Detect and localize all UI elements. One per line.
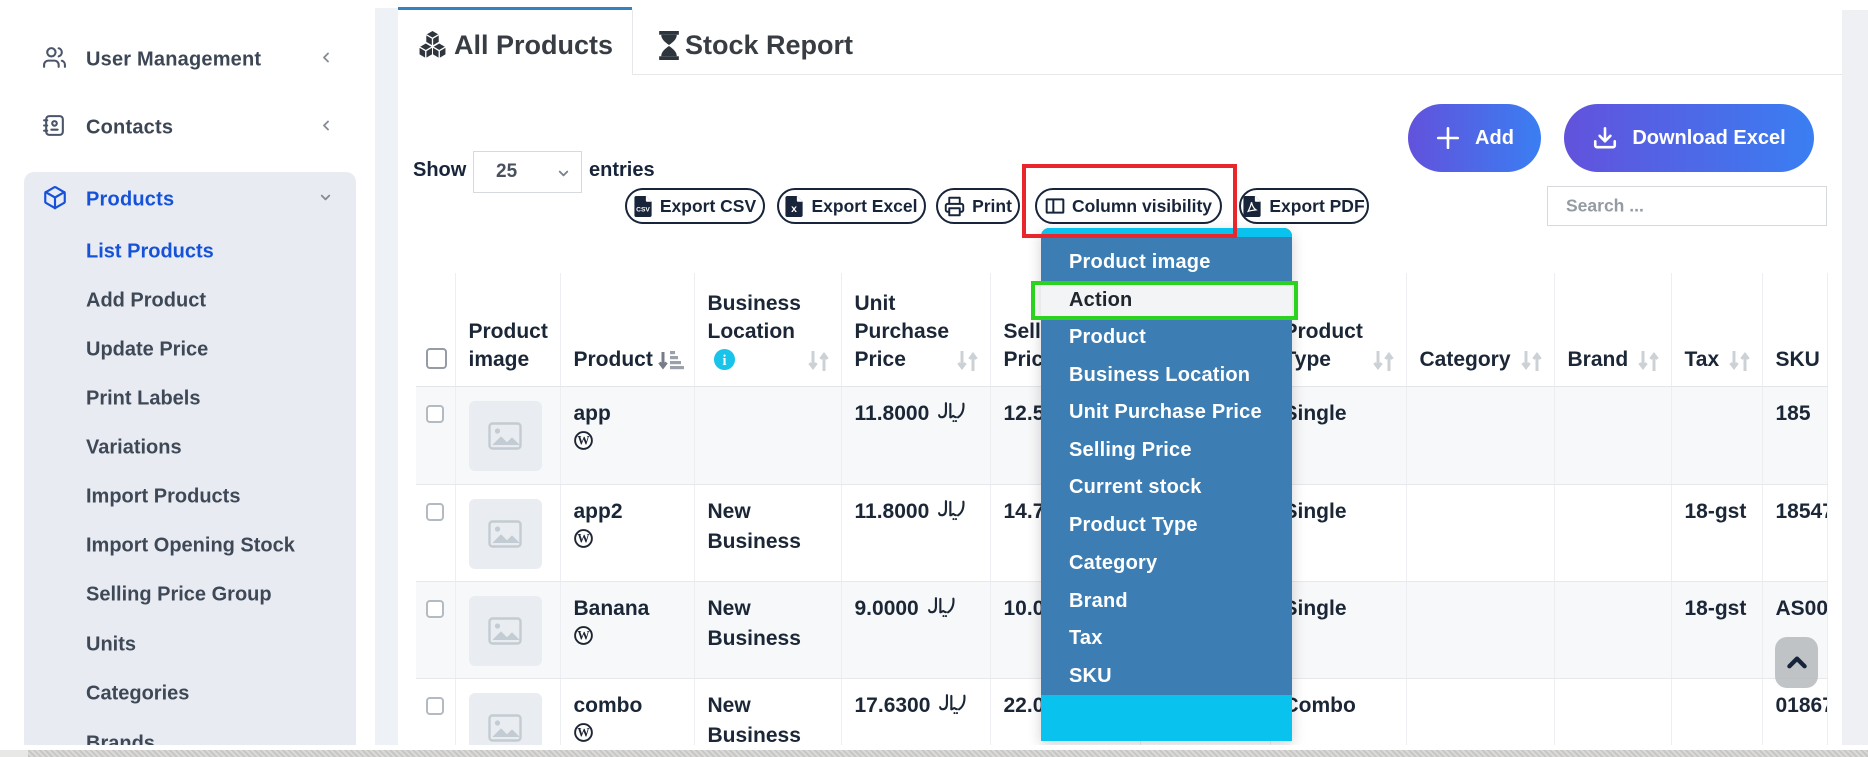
- svg-text:CSV: CSV: [636, 206, 650, 213]
- svg-text:W: W: [577, 531, 590, 545]
- svg-text:W: W: [577, 433, 590, 447]
- svg-text:x: x: [792, 203, 798, 215]
- svg-text:i: i: [722, 352, 726, 368]
- svg-text:W: W: [577, 725, 590, 739]
- svg-text:W: W: [577, 628, 590, 642]
